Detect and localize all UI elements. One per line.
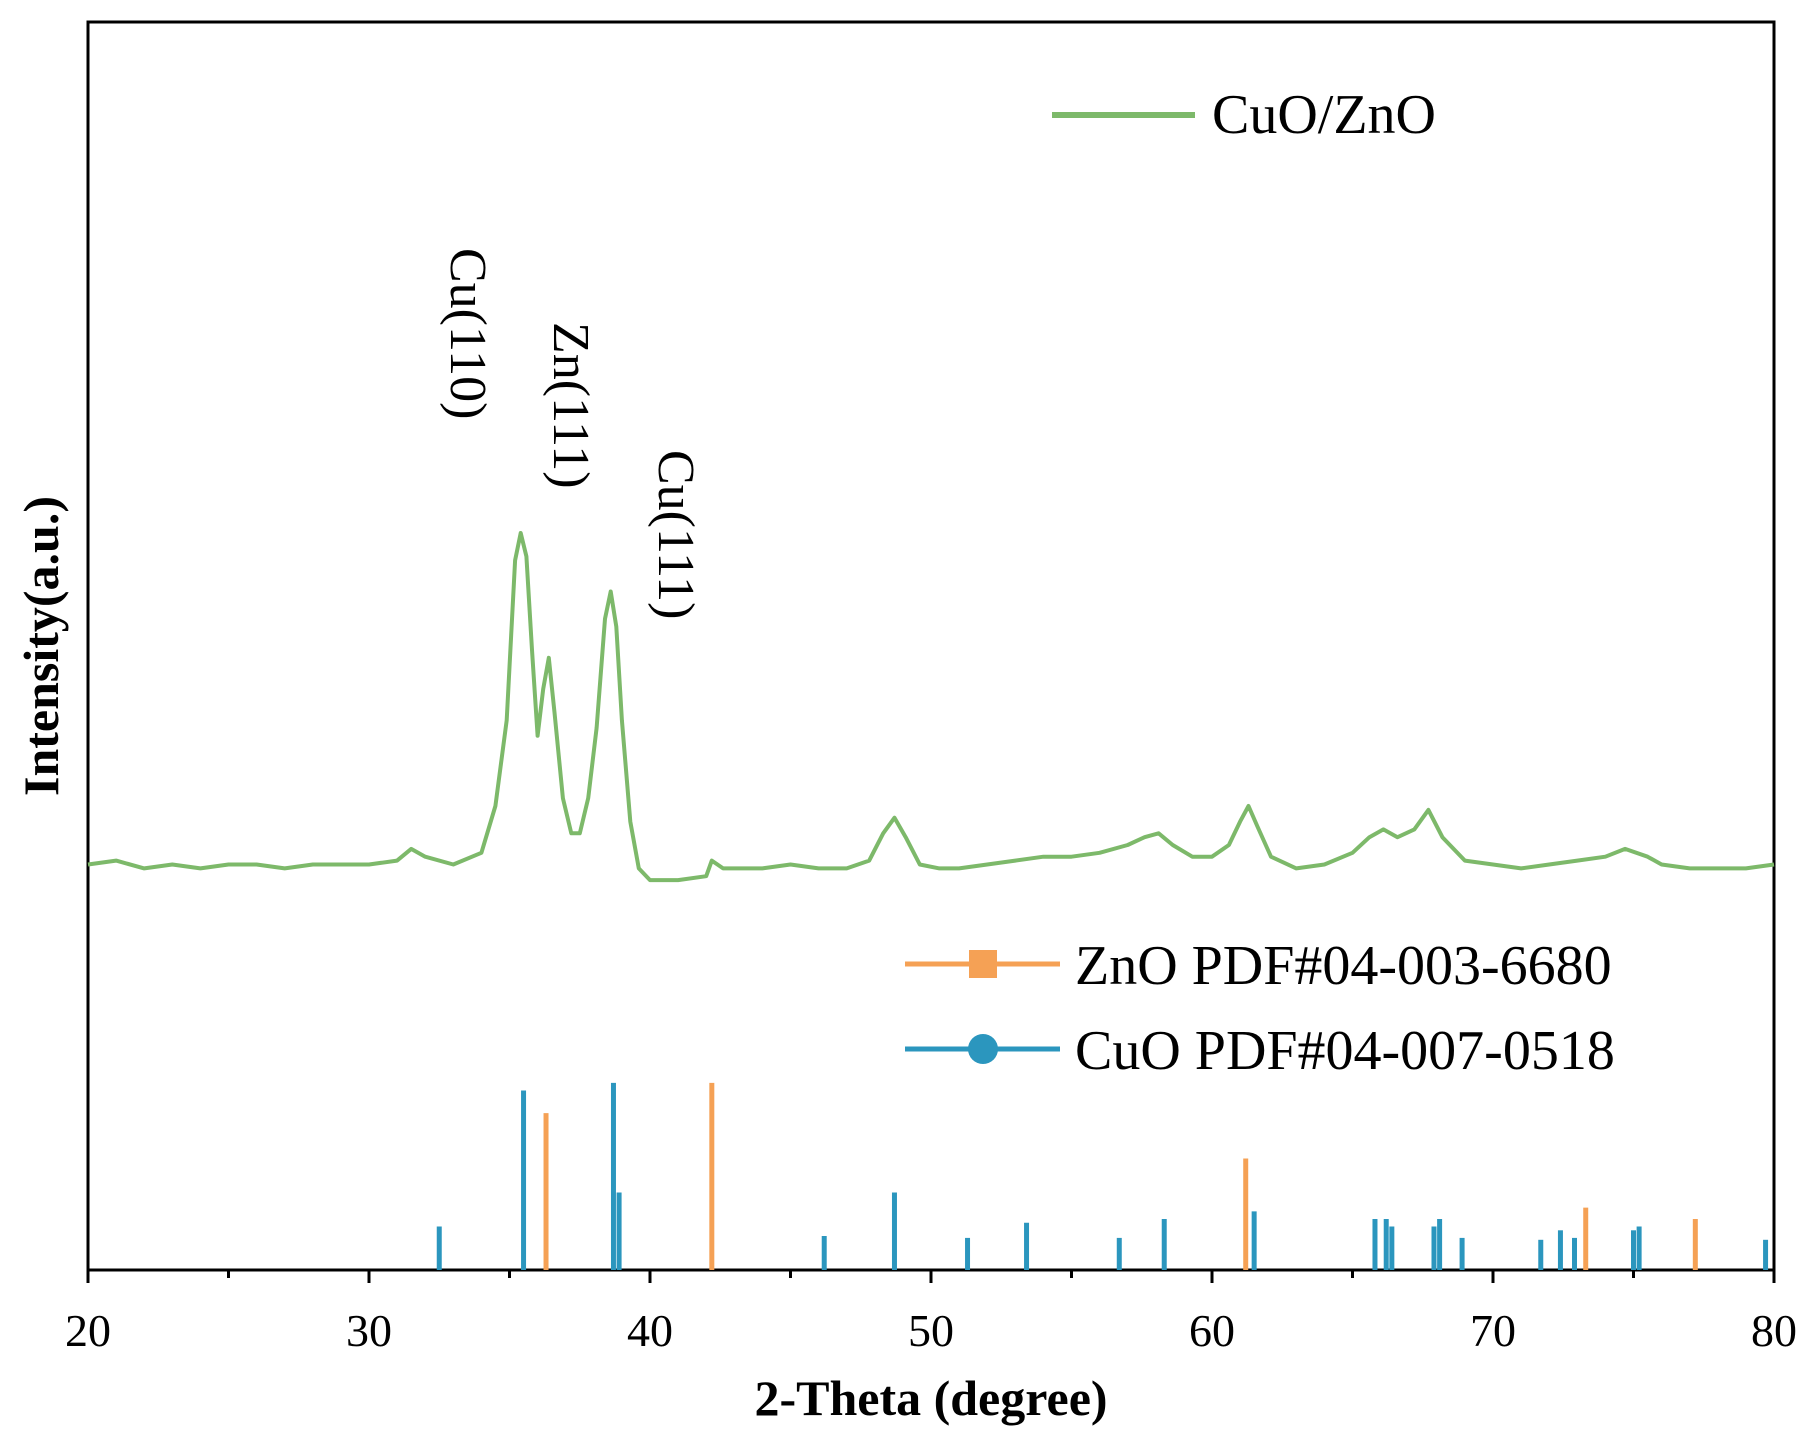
legend-bottom: ZnO PDF#04-003-6680 CuO PDF#04-007-0518 (905, 935, 1615, 1082)
x-axis: 20 30 40 50 60 70 80 (65, 1270, 1797, 1356)
peak-label: Cu(111) (647, 450, 704, 619)
series-line-cuo-zno (87, 531, 1775, 883)
x-tick-label: 30 (346, 1305, 392, 1356)
peak-annotations: Cu(110) Zn(111) Cu(111) (439, 248, 704, 619)
peak-label: Cu(110) (439, 248, 496, 419)
x-tick-label: 50 (908, 1305, 954, 1356)
legend-marker-cuo-circle (968, 1034, 998, 1064)
reference-bars (436, 1082, 1769, 1270)
legend-label-cuo-zno: CuO/ZnO (1212, 84, 1436, 146)
legend-label-zno: ZnO PDF#04-003-6680 (1075, 935, 1612, 997)
legend-top: CuO/ZnO (1052, 84, 1436, 146)
x-tick-label: 20 (65, 1305, 111, 1356)
x-axis-title: 2-Theta (degree) (754, 1370, 1107, 1426)
y-axis-title: Intensity(a.u.) (13, 496, 69, 796)
x-tick-label: 70 (1470, 1305, 1516, 1356)
x-tick-label: 60 (1189, 1305, 1235, 1356)
plot-frame (86, 20, 1776, 1272)
peak-label: Zn(111) (542, 322, 599, 489)
x-tick-label: 80 (1751, 1305, 1797, 1356)
x-tick-label: 40 (627, 1305, 673, 1356)
legend-marker-zno-square (969, 950, 997, 978)
legend-label-cuo: CuO PDF#04-007-0518 (1075, 1020, 1615, 1082)
